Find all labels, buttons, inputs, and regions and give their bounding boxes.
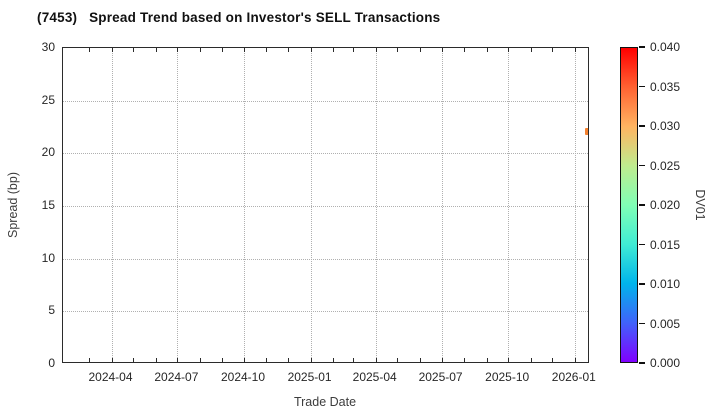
x-minor-tick-bottom [530, 358, 532, 362]
y-grid-line [63, 258, 588, 260]
x-grid-line [310, 48, 312, 362]
x-minor-tick-top [177, 48, 179, 52]
x-tick-label: 2025-04 [352, 370, 397, 384]
y-tick-label: 30 [41, 40, 55, 54]
x-minor-tick-bottom [244, 358, 245, 362]
colorbar [620, 47, 638, 363]
x-minor-tick-top [133, 48, 135, 52]
x-minor-tick-top [199, 48, 201, 52]
x-minor-tick-bottom [288, 358, 290, 362]
x-minor-tick-bottom [397, 358, 399, 362]
y-tick-label: 25 [41, 92, 55, 107]
x-tick-label: 2026-01 [551, 370, 596, 384]
x-minor-tick-bottom [508, 358, 510, 362]
x-tick-label: 2024-04 [88, 370, 133, 384]
x-minor-tick-bottom [333, 358, 334, 362]
x-minor-tick-top [155, 48, 157, 52]
x-minor-tick-bottom [574, 358, 576, 362]
x-minor-tick-top [222, 48, 224, 52]
x-minor-tick-top [333, 48, 334, 52]
colorbar-tick [639, 164, 645, 167]
y-grid-line [63, 153, 588, 155]
colorbar-tick-label: 0.000 [650, 356, 681, 370]
y-tick-label: 5 [48, 303, 55, 318]
x-grid-line [441, 48, 443, 362]
x-minor-tick-top [552, 48, 554, 52]
y-grid-line [63, 100, 588, 102]
colorbar-tick-label: 0.015 [650, 237, 681, 252]
x-minor-tick-bottom [199, 358, 201, 362]
x-minor-tick-bottom [155, 358, 157, 362]
y-tick-label: 15 [41, 198, 55, 212]
x-grid-line [508, 48, 510, 362]
x-minor-tick-top [266, 48, 268, 52]
colorbar-tick [639, 322, 645, 325]
colorbar-tick [639, 362, 645, 364]
colorbar-tick-label: 0.030 [650, 119, 681, 133]
y-tick-label: 20 [41, 145, 55, 160]
colorbar-tick [639, 243, 645, 246]
x-minor-tick-top [288, 48, 290, 52]
x-minor-tick-top [111, 48, 113, 52]
colorbar-label: DV01 [693, 189, 707, 221]
y-grid-line [63, 311, 588, 313]
x-minor-tick-top [397, 48, 399, 52]
x-tick-label: 2024-07 [154, 370, 199, 384]
plot-area [62, 47, 589, 363]
x-axis-label: Trade Date [293, 395, 357, 409]
x-minor-tick-bottom [310, 358, 312, 362]
colorbar-tick [639, 125, 645, 127]
x-minor-tick-top [310, 48, 312, 52]
x-grid-line [375, 48, 377, 362]
x-minor-tick-bottom [375, 358, 377, 362]
colorbar-tick-label: 0.005 [650, 316, 681, 331]
colorbar-tick [639, 204, 645, 206]
x-grid-line [111, 48, 113, 362]
x-minor-tick-top [244, 48, 245, 52]
x-minor-tick-bottom [464, 358, 465, 362]
x-grid-line [177, 48, 179, 362]
x-minor-tick-top [574, 48, 576, 52]
colorbar-tick [639, 283, 645, 285]
x-minor-tick-top [419, 48, 421, 52]
x-minor-tick-bottom [266, 358, 268, 362]
x-minor-tick-bottom [222, 358, 224, 362]
x-minor-tick-top [441, 48, 443, 52]
x-minor-tick-top [375, 48, 377, 52]
x-tick-label: 2025-01 [287, 370, 332, 384]
x-tick-label: 2025-07 [418, 370, 463, 384]
x-minor-tick-bottom [353, 358, 355, 362]
x-grid-line [574, 48, 576, 362]
colorbar-tick-label: 0.010 [650, 277, 681, 291]
x-minor-tick-top [530, 48, 532, 52]
x-minor-tick-top [508, 48, 510, 52]
x-grid-line [244, 48, 245, 362]
x-minor-tick-bottom [552, 358, 554, 362]
colorbar-tick-label: 0.020 [650, 198, 681, 212]
colorbar-tick-label: 0.035 [650, 79, 681, 94]
y-tick-label: 10 [41, 250, 55, 265]
colorbar-tick [639, 46, 645, 48]
x-tick-label: 2025-10 [485, 370, 530, 384]
x-minor-tick-bottom [177, 358, 179, 362]
x-minor-tick-top [353, 48, 355, 52]
colorbar-tick [639, 85, 645, 88]
y-tick-label: 0 [48, 356, 55, 370]
colorbar-tick-label: 0.025 [650, 158, 681, 173]
x-minor-tick-bottom [486, 358, 488, 362]
x-minor-tick-bottom [419, 358, 421, 362]
x-minor-tick-top [89, 48, 91, 52]
x-minor-tick-top [486, 48, 488, 52]
x-tick-label: 2024-10 [220, 370, 266, 384]
x-minor-tick-bottom [133, 358, 135, 362]
x-minor-tick-top [464, 48, 465, 52]
colorbar-tick-label: 0.040 [650, 40, 681, 54]
x-minor-tick-bottom [89, 358, 91, 362]
x-minor-tick-bottom [111, 358, 113, 362]
chart-title: (7453) Spread Trend based on Investor's … [37, 10, 441, 25]
y-grid-line [63, 206, 588, 207]
x-minor-tick-bottom [441, 358, 443, 362]
data-point [585, 127, 588, 135]
